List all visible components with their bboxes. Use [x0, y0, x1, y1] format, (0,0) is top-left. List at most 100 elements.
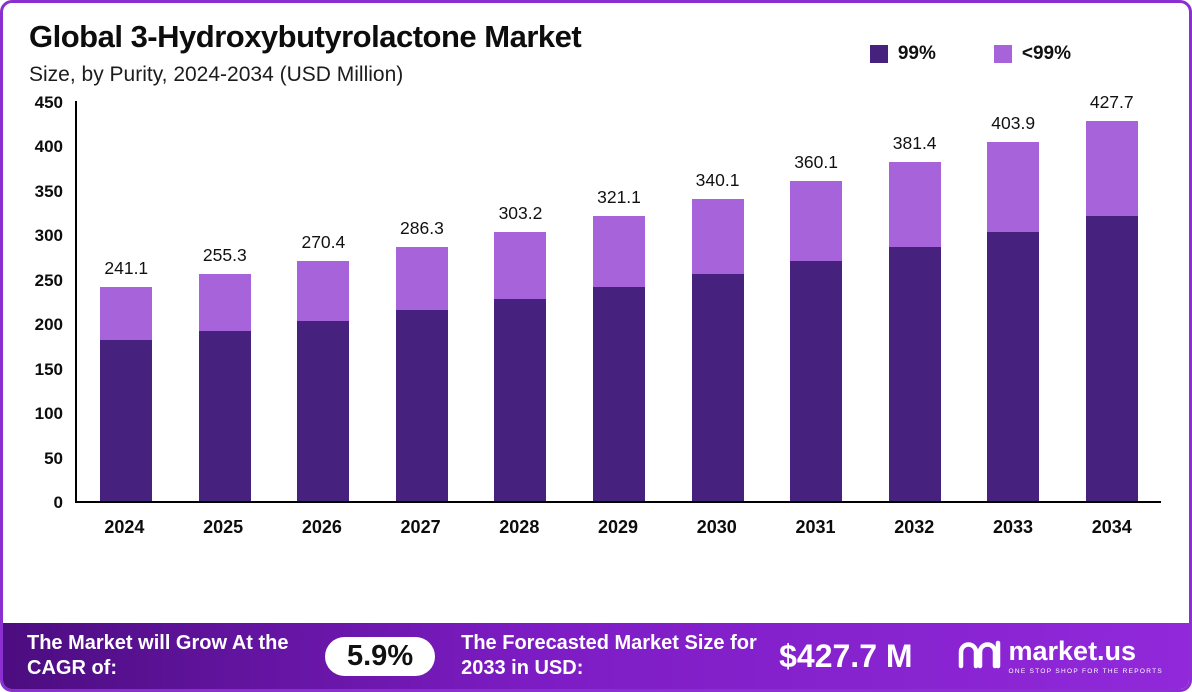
bars: 241.1 255.3 270.4 286.3 303.2 321.1 340.1 360.1…: [77, 92, 1161, 501]
bar-total-label: 303.2: [498, 202, 543, 223]
brand-tagline: ONE STOP SHOP FOR THE REPORTS: [1008, 667, 1163, 675]
bar-segment-lt99: [888, 161, 941, 247]
bar-total-label: 427.7: [1089, 91, 1134, 112]
x-axis: 2024 2025 2026 2027 2028 2029 2030 2031 2032 2033…: [75, 503, 1161, 538]
x-tick-label: 2029: [598, 517, 639, 537]
market-us-logo-icon: [957, 639, 1001, 674]
stacked-bar: [100, 286, 153, 501]
bar-total-label: 321.1: [597, 186, 641, 207]
y-tick-label: 0: [53, 493, 63, 512]
bar-segment-99: [198, 330, 251, 501]
cagr-label: The Market will Grow At the CAGR of:: [27, 632, 289, 679]
bar-group: 403.9: [964, 113, 1063, 501]
bar-segment-99: [987, 231, 1040, 501]
stacked-bar: [494, 231, 547, 501]
forecast-value: $427.7 M: [779, 637, 913, 674]
bar-segment-lt99: [494, 231, 547, 299]
bar-segment-99: [494, 298, 547, 501]
bar-total-label: 360.1: [794, 151, 838, 172]
stacked-bar: [593, 215, 645, 501]
bar-segment-lt99: [593, 215, 645, 287]
bar-segment-99: [395, 310, 448, 501]
plot-stack: 241.1 255.3 270.4 286.3 303.2 321.1 340.1 360.1…: [75, 92, 1161, 538]
bar-group: 360.1: [767, 152, 866, 501]
y-tick-label: 400: [34, 137, 63, 157]
bar-segment-99: [790, 260, 843, 501]
y-tick-label: 350: [34, 181, 63, 201]
bar-segment-lt99: [395, 246, 448, 311]
x-tick-label: 2024: [104, 517, 145, 537]
bar-group: 286.3: [373, 218, 472, 501]
brand-name: market.us: [1008, 635, 1137, 666]
bar-segment-lt99: [987, 141, 1040, 232]
bar-total-label: 286.3: [400, 217, 444, 238]
bar-group: 241.1: [77, 258, 176, 501]
legend-label-lt99: <99%: [1021, 43, 1071, 64]
bar-group: 427.7: [1062, 92, 1161, 501]
y-tick-label: 250: [34, 270, 63, 290]
x-tick-label: 2030: [696, 517, 737, 537]
x-tick-label: 2025: [203, 517, 244, 537]
stacked-bar: [790, 180, 843, 501]
bar-segment-lt99: [790, 180, 843, 261]
y-tick-label: 100: [34, 404, 63, 424]
bar-total-label: 255.3: [202, 245, 247, 266]
page-subtitle: Size, by Purity, 2024-2034 (USD Million): [29, 63, 404, 86]
bar-segment-99: [691, 274, 744, 501]
bar-segment-lt99: [1085, 120, 1138, 216]
legend: 99% <99%: [869, 43, 1071, 65]
bar-total-label: 340.1: [695, 169, 740, 190]
x-tick-label: 2033: [992, 517, 1033, 537]
brand: market.us ONE STOP SHOP FOR THE REPORTS: [957, 635, 1164, 675]
bar-group: 270.4: [274, 232, 373, 501]
bar-segment-lt99: [691, 198, 744, 275]
stacked-bar: [198, 274, 251, 501]
legend-item-99: 99%: [869, 43, 936, 65]
legend-swatch-99: [869, 45, 888, 63]
footer-banner: The Market will Grow At the CAGR of: 5.9…: [3, 623, 1189, 689]
plot-area: 241.1 255.3 270.4 286.3 303.2 321.1 340.1 360.1…: [75, 92, 1161, 503]
stacked-bar: [691, 198, 744, 501]
legend-item-lt99: <99%: [993, 43, 1071, 65]
x-tick-label: 2034: [1091, 517, 1132, 537]
bar-segment-99: [888, 246, 941, 501]
bar-total-label: 381.4: [892, 132, 937, 153]
x-tick-label: 2031: [795, 517, 836, 537]
bar-group: 303.2: [471, 202, 570, 501]
y-tick-label: 200: [34, 315, 63, 335]
bar-group: 255.3: [176, 245, 275, 501]
stacked-bar: [1085, 120, 1138, 501]
x-tick-label: 2028: [499, 517, 540, 537]
y-tick-label: 150: [34, 359, 63, 379]
bar-segment-99: [297, 320, 350, 501]
forecast-label: The Forecasted Market Size for 2033 in U…: [461, 632, 757, 679]
x-tick-label: 2026: [301, 517, 342, 537]
stacked-bar: [987, 141, 1040, 501]
bar-segment-lt99: [198, 274, 251, 331]
bar-group: 381.4: [865, 133, 964, 501]
y-tick-label: 300: [34, 226, 63, 246]
page-title: Global 3-Hydroxybutyrolactone Market: [29, 19, 582, 54]
x-tick-label: 2027: [400, 517, 441, 537]
legend-swatch-lt99: [993, 45, 1012, 63]
bar-segment-99: [100, 340, 153, 501]
stacked-bar: [297, 260, 350, 501]
stacked-bar: [888, 161, 941, 501]
x-tick-label: 2032: [894, 517, 935, 537]
cagr-value: 5.9%: [347, 639, 414, 672]
cagr-value-pill: 5.9%: [325, 636, 436, 676]
bar-segment-99: [593, 286, 645, 501]
y-tick-label: 50: [44, 448, 63, 468]
stacked-bar: [395, 246, 448, 501]
bar-segment-lt99: [100, 286, 153, 341]
y-axis: 0 50 100 150 200 250 300 350 400 450: [19, 93, 75, 512]
legend-label-99: 99%: [897, 43, 936, 64]
bar-segment-lt99: [297, 260, 350, 321]
header: Global 3-Hydroxybutyrolactone Market Siz…: [3, 3, 1189, 91]
bar-group: 340.1: [668, 170, 767, 501]
bar-total-label: 403.9: [991, 112, 1036, 133]
bar-segment-99: [1085, 215, 1138, 501]
brand-text: market.us ONE STOP SHOP FOR THE REPORTS: [1008, 635, 1164, 675]
bar-group: 321.1: [570, 187, 669, 501]
